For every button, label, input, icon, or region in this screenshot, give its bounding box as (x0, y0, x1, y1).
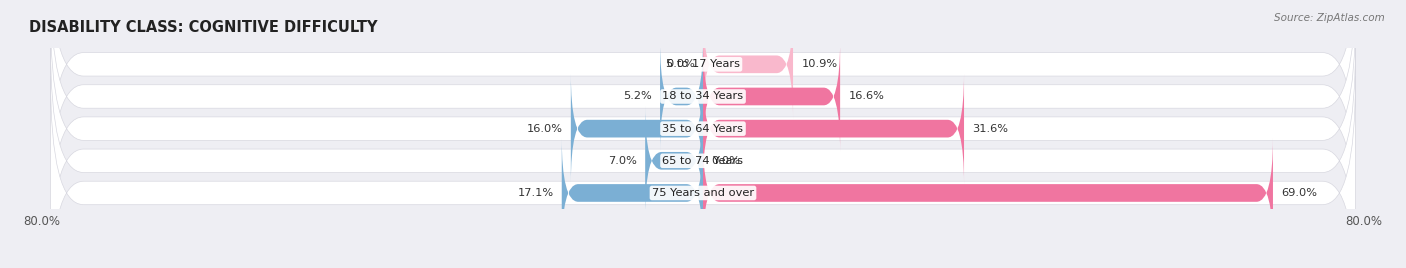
FancyBboxPatch shape (645, 105, 703, 216)
Text: 0.0%: 0.0% (711, 156, 740, 166)
FancyBboxPatch shape (703, 137, 1272, 248)
FancyBboxPatch shape (703, 9, 793, 120)
Text: 16.0%: 16.0% (527, 124, 562, 134)
FancyBboxPatch shape (703, 73, 965, 184)
FancyBboxPatch shape (703, 41, 841, 152)
Text: Source: ZipAtlas.com: Source: ZipAtlas.com (1274, 13, 1385, 23)
Text: 31.6%: 31.6% (973, 124, 1008, 134)
Text: 65 to 74 Years: 65 to 74 Years (662, 156, 744, 166)
Text: 18 to 34 Years: 18 to 34 Years (662, 91, 744, 102)
FancyBboxPatch shape (51, 0, 1355, 181)
FancyBboxPatch shape (51, 76, 1355, 268)
Text: 75 Years and over: 75 Years and over (652, 188, 754, 198)
Text: 5.2%: 5.2% (623, 91, 652, 102)
Text: 5 to 17 Years: 5 to 17 Years (666, 59, 740, 69)
Text: 69.0%: 69.0% (1281, 188, 1317, 198)
FancyBboxPatch shape (51, 0, 1355, 213)
FancyBboxPatch shape (571, 73, 703, 184)
Text: 7.0%: 7.0% (607, 156, 637, 166)
Text: 35 to 64 Years: 35 to 64 Years (662, 124, 744, 134)
FancyBboxPatch shape (51, 44, 1355, 268)
FancyBboxPatch shape (562, 137, 703, 248)
Text: 16.6%: 16.6% (848, 91, 884, 102)
Text: 0.0%: 0.0% (666, 59, 695, 69)
FancyBboxPatch shape (659, 41, 703, 152)
Text: DISABILITY CLASS: COGNITIVE DIFFICULTY: DISABILITY CLASS: COGNITIVE DIFFICULTY (30, 20, 377, 35)
FancyBboxPatch shape (51, 12, 1355, 245)
Text: 17.1%: 17.1% (517, 188, 554, 198)
Text: 10.9%: 10.9% (801, 59, 838, 69)
